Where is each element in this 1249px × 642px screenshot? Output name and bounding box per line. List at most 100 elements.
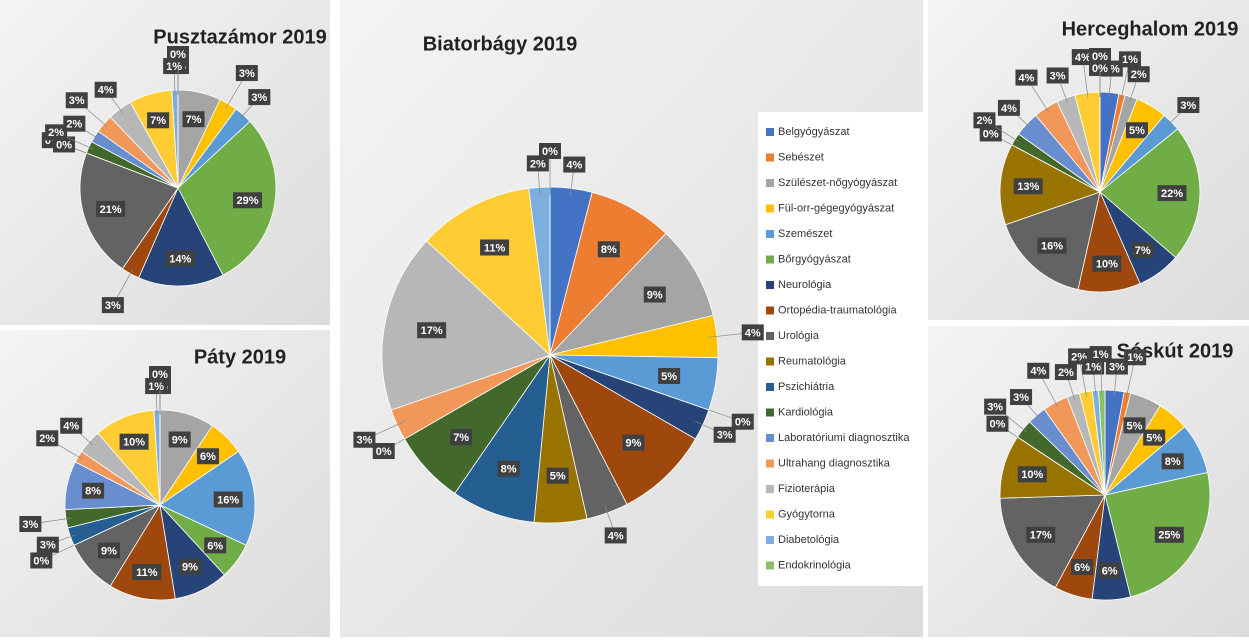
label-box [94, 81, 117, 98]
data-label: 0% [376, 446, 392, 458]
data-label: 10% [1021, 469, 1043, 481]
data-label: 3% [356, 435, 372, 447]
data-label: 3% [1180, 100, 1196, 112]
label-box [417, 322, 447, 339]
legend-label: Ortopédia-traumatológia [778, 304, 898, 316]
data-label: 9% [172, 434, 188, 446]
legend-label: Szülészet-nőgyógyászat [778, 177, 897, 189]
label-box [1071, 49, 1094, 66]
data-label: 5% [1129, 125, 1145, 137]
data-label: 4% [566, 159, 582, 171]
data-label: 0% [56, 139, 72, 151]
data-label: 4% [1019, 72, 1035, 84]
data-label: 2% [48, 127, 64, 139]
data-label: 3% [40, 540, 56, 552]
label-box [1010, 389, 1033, 406]
label-box [182, 111, 205, 128]
data-label: 1% [1085, 361, 1101, 373]
data-label: 0% [542, 146, 558, 158]
data-label: 21% [100, 204, 122, 216]
legend-box [758, 112, 923, 586]
legend-label: Ultrahang diagnosztika [778, 457, 891, 469]
data-label: 4% [1075, 52, 1091, 64]
label-box [1082, 358, 1105, 375]
label-box [1154, 526, 1184, 543]
legend-label: Laboratóriumi diagnosztika [778, 432, 910, 444]
legend-swatch [766, 230, 774, 238]
legend-label: Neurológia [778, 279, 832, 291]
label-box [713, 426, 736, 443]
data-label: 29% [236, 195, 258, 207]
legend-label: Fül-orr-gégegyógyászat [778, 202, 894, 214]
legend-label: Szemészet [778, 228, 832, 240]
label-box [1157, 185, 1187, 202]
legend-label: Diabetológia [778, 534, 840, 546]
legend-swatch [766, 383, 774, 391]
data-label: 16% [217, 494, 239, 506]
data-label: 11% [136, 567, 158, 579]
label-box [539, 143, 561, 159]
label-box [149, 366, 171, 382]
legend-label: Gyógytorna [778, 508, 836, 520]
label-box [546, 467, 569, 484]
legend-swatch [766, 306, 774, 315]
legend-label: Sebészet [778, 151, 824, 163]
data-label: 5% [550, 471, 566, 483]
legend-swatch [766, 281, 774, 289]
data-label: 7% [453, 432, 469, 444]
pie-slice [549, 353, 697, 505]
chart-title: Herceghalom 2019 [1062, 18, 1239, 40]
label-box [30, 552, 53, 569]
data-label: 13% [1017, 181, 1039, 193]
data-label: 6% [1102, 565, 1118, 577]
data-label: 0% [170, 49, 186, 61]
data-label: 4% [745, 327, 761, 339]
label-box [213, 491, 243, 508]
label-box [497, 460, 520, 477]
label-box [60, 417, 83, 434]
data-label: 9% [626, 437, 642, 449]
data-label: 3% [1013, 392, 1029, 404]
pie-slice [138, 187, 224, 287]
data-label: 3% [69, 95, 85, 107]
legend-swatch [766, 179, 774, 187]
label-box [622, 434, 645, 451]
data-label: 0% [990, 419, 1006, 431]
label-box [731, 413, 754, 430]
legend-swatch [766, 357, 774, 366]
label-box [168, 431, 191, 448]
label-box [45, 124, 68, 141]
legend-label: Kardiológia [778, 406, 834, 418]
label-box [1092, 255, 1122, 272]
data-label: 10% [1096, 259, 1118, 271]
chart-title: Biatorbágy 2019 [423, 33, 578, 55]
data-label: 14% [169, 253, 191, 265]
data-label: 8% [1165, 456, 1181, 468]
label-box [1161, 453, 1184, 470]
label-box [1054, 364, 1077, 381]
data-label: 3% [239, 68, 255, 80]
data-label: 2% [39, 433, 55, 445]
label-box [480, 239, 510, 256]
label-box [979, 125, 1002, 142]
data-label: 3% [987, 402, 1003, 414]
label-box [101, 297, 124, 314]
label-box [1143, 429, 1166, 446]
legend-label: Reumatológia [778, 355, 847, 367]
label-box [597, 241, 620, 258]
data-label: 7% [186, 114, 202, 126]
label-box [119, 433, 149, 450]
label-box [353, 431, 376, 448]
pie-slice [159, 450, 256, 546]
label-box [147, 112, 170, 129]
data-label: 8% [85, 486, 101, 498]
data-label: 16% [1041, 241, 1063, 253]
label-box [658, 368, 681, 385]
legend-label: Fizioterápia [778, 483, 836, 495]
legend-swatch [766, 332, 774, 340]
legend-label: Pszichiátria [778, 381, 835, 393]
pie-slice [177, 120, 277, 276]
label-box [1089, 346, 1112, 363]
label-box [1124, 349, 1147, 366]
label-box [1013, 178, 1043, 195]
